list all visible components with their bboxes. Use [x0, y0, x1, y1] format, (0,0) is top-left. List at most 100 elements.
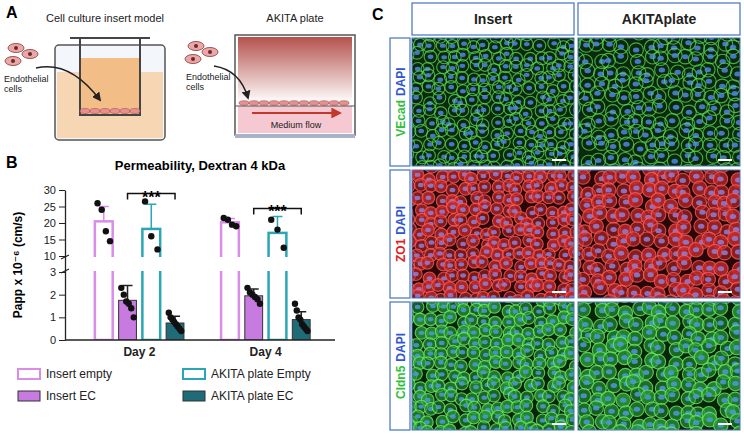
cell	[726, 49, 740, 64]
insert	[70, 38, 150, 115]
nucleus	[450, 205, 456, 209]
nucleus	[683, 128, 690, 133]
cell	[412, 367, 422, 380]
nucleus	[435, 384, 441, 388]
cell	[432, 136, 445, 149]
cell	[421, 425, 434, 430]
schematic-title: Cell culture insert model	[46, 12, 164, 24]
cell	[570, 157, 574, 166]
nucleus	[514, 197, 520, 201]
nucleus	[514, 176, 520, 180]
nucleus	[536, 309, 542, 313]
tick: 2	[50, 289, 65, 301]
nucleus	[439, 319, 445, 323]
y-axis: 01231015202530	[44, 184, 66, 346]
cell	[503, 224, 516, 237]
cell	[557, 95, 570, 108]
nucleus	[439, 392, 445, 396]
nucleus	[580, 174, 587, 179]
nucleus	[618, 251, 625, 256]
nucleus	[658, 186, 665, 191]
cell	[565, 368, 574, 381]
scale-bar	[552, 423, 566, 425]
nucleus	[645, 120, 652, 125]
nucleus	[480, 216, 486, 220]
cell	[455, 281, 468, 294]
nucleus	[481, 395, 487, 399]
nucleus	[568, 142, 574, 146]
nucleus	[682, 93, 689, 98]
data-point	[94, 200, 100, 206]
nucleus	[580, 307, 587, 312]
micrograph-bg	[412, 302, 574, 430]
cell	[456, 377, 469, 390]
cell	[488, 302, 501, 313]
nucleus	[458, 218, 464, 222]
nucleus	[671, 159, 678, 164]
micrograph	[578, 302, 740, 430]
scale-bar	[552, 159, 566, 161]
nucleus	[632, 197, 639, 202]
cell	[309, 101, 319, 106]
nucleus	[568, 409, 574, 413]
cell	[631, 294, 646, 298]
nucleus	[605, 58, 612, 63]
nucleus	[606, 198, 613, 203]
cell	[422, 224, 435, 237]
nucleus	[547, 130, 553, 134]
legend-label: AKITA plate EC	[211, 389, 294, 403]
nucleus	[507, 153, 513, 157]
nucleus	[415, 305, 421, 309]
nucleus	[550, 117, 556, 121]
tick: Day 4	[250, 345, 282, 359]
nucleus	[518, 425, 524, 429]
nucleus	[513, 87, 519, 91]
cell	[470, 381, 483, 394]
nucleus	[417, 317, 423, 321]
nucleus	[558, 130, 564, 134]
cell	[629, 124, 644, 139]
nucleus	[460, 64, 466, 68]
nucleus	[512, 41, 518, 45]
nucleus	[447, 315, 453, 319]
nucleus	[471, 45, 477, 49]
nucleus	[440, 175, 446, 179]
cell	[568, 190, 574, 203]
nucleus	[513, 117, 519, 121]
nucleus	[449, 273, 455, 277]
cell	[579, 38, 594, 52]
cell	[519, 365, 532, 378]
nucleus	[535, 381, 541, 385]
nucleus	[460, 53, 466, 57]
nucleus	[503, 261, 509, 265]
cell	[467, 411, 480, 424]
nucleus	[551, 41, 557, 45]
nucleus	[717, 176, 724, 181]
nucleus	[617, 54, 624, 59]
nucleus	[706, 288, 713, 293]
cell	[435, 368, 448, 381]
nucleus	[525, 294, 531, 298]
nucleus	[630, 236, 637, 241]
cell	[569, 103, 574, 116]
nucleus	[547, 56, 553, 60]
plate-base	[235, 134, 355, 138]
legend-item: Insert empty	[18, 367, 112, 381]
nucleus	[439, 128, 445, 132]
cell	[475, 255, 488, 268]
cell	[630, 268, 645, 283]
micrograph-bg	[412, 170, 574, 298]
cell	[679, 123, 694, 138]
nucleus	[416, 119, 422, 123]
nucleus	[425, 228, 431, 232]
nucleus	[460, 242, 466, 246]
nucleus	[495, 120, 501, 124]
micrograph-frame	[578, 38, 740, 166]
cell	[536, 52, 549, 65]
nucleus	[470, 238, 476, 242]
tick-label: 1	[50, 311, 56, 323]
nucleus	[556, 381, 562, 385]
cell	[555, 126, 568, 139]
nucleus	[513, 64, 519, 68]
nucleus	[708, 95, 715, 100]
